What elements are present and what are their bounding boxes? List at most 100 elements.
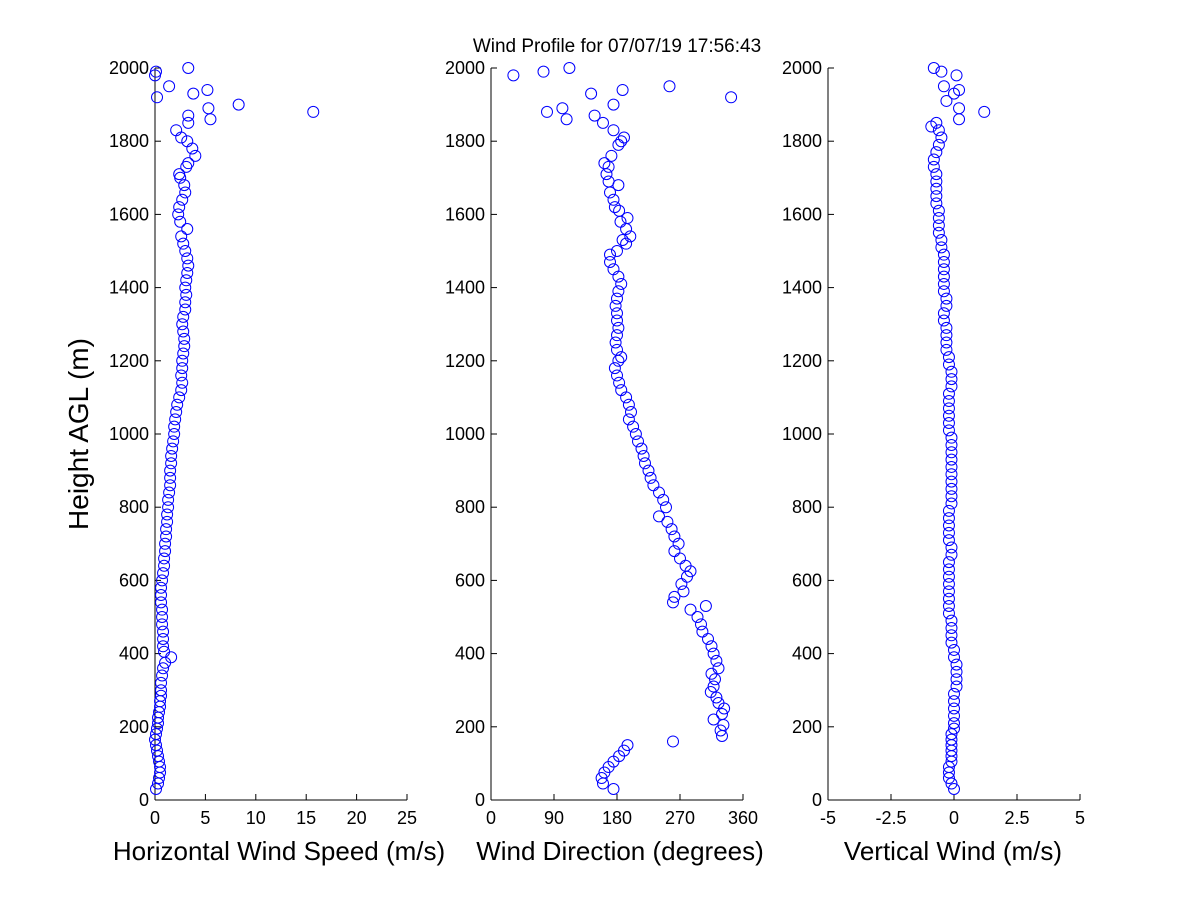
horizontal-wind-speed-data-point	[175, 384, 188, 397]
wind-direction-x-tick-label: 180	[602, 808, 632, 828]
wind-direction-data-point	[710, 654, 723, 667]
wind-direction-data-point	[541, 105, 553, 118]
horizontal-wind-speed-data-point	[157, 662, 170, 675]
horizontal-wind-speed-data-point	[182, 62, 195, 74]
wind-direction-data-point	[609, 336, 622, 349]
wind-direction-data-point	[625, 406, 637, 419]
horizontal-wind-speed-data-point	[179, 186, 192, 199]
vertical-wind-data-point	[948, 717, 960, 730]
wind-direction-data-point	[691, 611, 704, 623]
wind-direction-data-point	[611, 369, 623, 382]
vertical-wind-data-point	[937, 270, 950, 283]
vertical-wind-points	[925, 62, 991, 796]
wind-direction-data-point	[660, 501, 672, 514]
wind-direction-data-point	[612, 270, 625, 283]
horizontal-wind-speed-panel: 0 200 400 600 800 1000 1200 1400 1600 1800 2000 0 5 1…	[109, 58, 445, 866]
horizontal-wind-speed-data-point	[171, 398, 184, 411]
vertical-wind-data-point	[948, 702, 960, 715]
vertical-wind-data-point	[945, 733, 958, 746]
horizontal-wind-speed-data-point	[166, 442, 179, 455]
horizontal-wind-speed-y-tick-label: 600	[119, 570, 149, 590]
horizontal-wind-speed-x-tick-label: 25	[397, 808, 417, 828]
vertical-wind-data-point	[945, 541, 958, 554]
vertical-wind-data-point	[935, 131, 948, 144]
horizontal-wind-speed-data-point	[180, 274, 193, 287]
vertical-wind-data-point	[937, 285, 950, 298]
wind-direction-y-tick-label: 1200	[445, 351, 485, 371]
wind-direction-y-tick-label: 0	[475, 790, 485, 810]
wind-direction-data-point	[707, 680, 720, 693]
vertical-wind-data-point	[945, 548, 958, 561]
vertical-wind-data-point	[953, 102, 966, 115]
horizontal-wind-speed-x-tick-label: 15	[296, 808, 316, 828]
vertical-wind-data-point	[932, 204, 945, 217]
vertical-wind-data-point	[937, 255, 950, 268]
wind-direction-data-point	[507, 69, 520, 82]
horizontal-wind-speed-data-point	[165, 457, 178, 470]
wind-direction-data-point	[604, 255, 616, 268]
wind-direction-data-point	[712, 662, 725, 675]
vertical-wind-data-point	[935, 241, 948, 254]
wind-direction-data-point	[607, 263, 620, 276]
wind-direction-data-point	[639, 457, 651, 470]
wind-direction-data-point	[661, 515, 674, 528]
horizontal-wind-speed-x-tick-label: 5	[200, 808, 210, 828]
horizontal-wind-speed-data-point	[170, 124, 183, 137]
wind-direction-y-tick-label: 1800	[445, 131, 485, 151]
wind-direction-data-point	[612, 138, 625, 151]
vertical-wind-data-point	[942, 600, 955, 613]
vertical-wind-data-point	[932, 124, 945, 137]
horizontal-wind-speed-data-point	[157, 632, 170, 645]
wind-direction-data-point	[667, 735, 679, 748]
wind-direction-data-point	[608, 362, 621, 375]
vertical-wind-data-point	[942, 519, 955, 532]
horizontal-wind-speed-data-point	[150, 65, 163, 78]
vertical-wind-data-point	[945, 777, 958, 790]
wind-direction-data-point	[615, 135, 628, 148]
vertical-wind-data-point	[945, 728, 958, 741]
horizontal-wind-speed-data-point	[159, 545, 172, 558]
wind-direction-data-point	[621, 739, 634, 752]
horizontal-wind-speed-data-point	[178, 179, 191, 192]
vertical-wind-panel: 0 200 400 600 800 1000 1200 1400 1600 1800 2000 -5 -…	[782, 58, 1085, 866]
horizontal-wind-speed-data-point	[164, 471, 177, 484]
vertical-wind-data-point	[942, 351, 955, 364]
vertical-wind-data-point	[930, 168, 943, 181]
horizontal-wind-speed-data-point	[157, 625, 170, 638]
vertical-wind-data-point	[932, 212, 945, 225]
wind-direction-data-point	[621, 212, 634, 225]
vertical-wind-data-point	[950, 673, 963, 686]
wind-direction-data-point	[611, 307, 623, 320]
horizontal-wind-speed-data-point	[182, 157, 195, 170]
horizontal-wind-speed-data-point	[170, 406, 183, 419]
wind-direction-data-point	[604, 248, 616, 261]
wind-direction-data-point	[598, 157, 611, 170]
wind-direction-data-point	[607, 783, 620, 796]
vertical-wind-data-point	[935, 234, 948, 247]
wind-direction-data-point	[602, 160, 615, 173]
horizontal-wind-speed-data-point	[181, 223, 194, 236]
horizontal-wind-speed-data-point	[179, 281, 192, 294]
wind-direction-data-point	[556, 102, 569, 115]
vertical-wind-data-point	[930, 146, 943, 159]
vertical-wind-data-point	[945, 629, 958, 642]
wind-direction-data-point	[668, 530, 681, 543]
wind-direction-y-tick-label: 1400	[445, 278, 485, 298]
vertical-wind-data-point	[940, 329, 953, 342]
wind-direction-data-point	[588, 109, 601, 122]
vertical-wind-y-tick-label: 1400	[782, 278, 822, 298]
horizontal-wind-speed-data-point	[173, 168, 186, 181]
horizontal-wind-speed-data-point	[175, 369, 188, 382]
horizontal-wind-speed-data-point	[159, 537, 172, 550]
vertical-wind-data-point	[937, 277, 950, 290]
wind-direction-panel: 0 200 400 600 800 1000 1200 1400 1600 1800 2000 0 90…	[445, 58, 764, 866]
wind-direction-data-point	[616, 83, 629, 96]
vertical-wind-data-point	[942, 395, 955, 408]
wind-direction-data-point	[611, 292, 623, 305]
vertical-wind-data-point	[937, 307, 950, 320]
horizontal-wind-speed-data-point	[179, 296, 192, 309]
horizontal-wind-speed-data-point	[201, 83, 214, 96]
horizontal-wind-speed-data-point	[182, 259, 195, 272]
vertical-wind-data-point	[950, 680, 963, 693]
